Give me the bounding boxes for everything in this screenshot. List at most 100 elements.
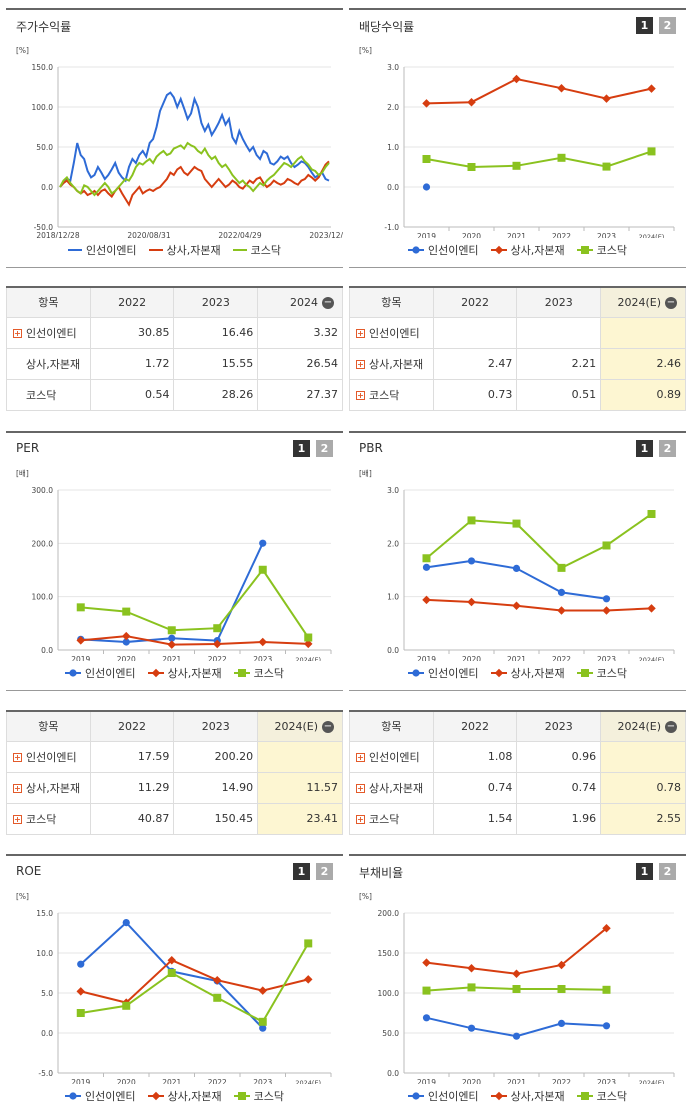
row-label[interactable]: + 인선이엔티 (6, 316, 91, 349)
x-tick-label: 2018/12/28 (36, 231, 79, 238)
panel-toggle-buttons: 1 2 (293, 863, 333, 880)
table-row: + 상사,자본재 0.74 0.74 0.78 (349, 771, 686, 804)
x-tick-label: 2020 (462, 1078, 481, 1084)
x-tick-label: 2023 (597, 232, 616, 238)
y-tick-label: -50.0 (34, 223, 54, 232)
table-cell: 0.51 (516, 378, 602, 411)
table-row: 상사,자본재 1.72 15.55 26.54 (6, 347, 343, 380)
expand-icon[interactable]: + (13, 815, 22, 824)
expand-icon[interactable]: + (356, 784, 365, 793)
row-label[interactable]: + 인선이엔티 (349, 740, 434, 773)
data-point (237, 669, 246, 677)
data-point (602, 94, 611, 103)
toggle-button-2[interactable]: 2 (659, 17, 676, 34)
column-header-label: 2024(E) (617, 295, 661, 309)
panel-title: ROE (16, 864, 42, 878)
data-point (213, 993, 222, 1002)
data-point (69, 1092, 77, 1100)
row-label[interactable]: + 인선이엔티 (349, 316, 434, 349)
data-point (412, 669, 420, 677)
x-tick-label: 2019 (417, 232, 436, 238)
y-tick-label: 0.0 (387, 183, 399, 192)
y-tick-label: 0.0 (41, 1029, 53, 1038)
expand-icon[interactable]: + (356, 329, 365, 338)
legend-label: 인선이엔티 (427, 667, 479, 680)
data-point (259, 539, 267, 547)
toggle-button-2[interactable]: 2 (659, 863, 676, 880)
chart-legend: 인선이엔티 상사,자본재 코스닥 (349, 665, 686, 681)
table-cell: 27.37 (257, 378, 343, 411)
column-header: 2022 (89, 710, 175, 742)
data-point (422, 958, 431, 967)
collapse-icon[interactable]: − (665, 296, 677, 309)
expand-icon[interactable]: + (13, 329, 22, 338)
row-label[interactable]: + 상사,자본재 (349, 771, 434, 804)
table-cell: 15.55 (173, 347, 259, 380)
expand-icon[interactable]: + (356, 391, 365, 400)
expand-icon[interactable]: + (356, 815, 365, 824)
collapse-icon[interactable]: − (665, 720, 677, 733)
legend-label: 코스닥 (596, 244, 628, 257)
toggle-button-2[interactable]: 2 (316, 863, 333, 880)
row-label[interactable]: + 코스닥 (349, 802, 434, 835)
row-label-text: 상사,자본재 (369, 781, 424, 795)
panel-title: 부채비율 (359, 866, 404, 880)
y-tick-label: 50.0 (36, 143, 53, 152)
unit-label: [배] (359, 469, 372, 478)
toggle-button-2[interactable]: 2 (659, 440, 676, 457)
chart-legend: 인선이엔티 상사,자본재 코스닥 (349, 1088, 686, 1104)
panel-stock-return: 주가수익률 [%] 150.0 100.0 50.0 0.0 -50.0 2018/12/2… (6, 8, 343, 268)
row-label[interactable]: + 상사,자본재 (349, 347, 434, 380)
data-point (77, 960, 85, 968)
data-point (167, 640, 176, 649)
toggle-button-1[interactable]: 1 (293, 440, 310, 457)
row-label: 상사,자본재 (6, 347, 91, 380)
column-header-label: 2024(E) (617, 719, 661, 733)
expand-icon[interactable]: + (356, 360, 365, 369)
panel-roe: ROE 1 2 [%] 15.0 10.0 5.0 0.0 -5.0 2019 2020 202… (6, 854, 343, 1115)
data-point (304, 975, 313, 984)
legend-item-kosdaq: 코스닥 (232, 242, 281, 258)
row-label-text: 인선이엔티 (26, 326, 77, 340)
x-tick-label: 2023 (253, 1078, 272, 1084)
data-point (258, 1017, 267, 1026)
expand-icon[interactable]: + (13, 753, 22, 762)
collapse-icon[interactable]: − (322, 720, 334, 733)
row-label[interactable]: + 코스닥 (6, 802, 91, 835)
y-tick-label: 0.0 (387, 1069, 399, 1078)
data-point (467, 97, 476, 107)
x-tick-label: 2022 (552, 655, 571, 661)
panel-toggle-buttons: 1 2 (293, 440, 333, 457)
panel-per: PER 1 2 [배] 300.0 200.0 100.0 0.0 2019 2020 202… (6, 431, 343, 691)
y-tick-label: 1.0 (387, 593, 399, 602)
expand-icon[interactable]: + (356, 753, 365, 762)
data-point (167, 626, 176, 635)
row-label-text: 코스닥 (369, 812, 400, 826)
panel-header-line (349, 8, 686, 10)
toggle-button-1[interactable]: 1 (636, 863, 653, 880)
y-tick-label: 2.0 (387, 539, 399, 548)
row-label[interactable]: + 인선이엔티 (6, 740, 91, 773)
row-label-text: 상사,자본재 (26, 357, 81, 371)
row-label[interactable]: + 상사,자본재 (6, 771, 91, 804)
data-point (76, 1009, 85, 1017)
expand-icon[interactable]: + (13, 784, 22, 793)
toggle-button-1[interactable]: 1 (636, 17, 653, 34)
toggle-button-1[interactable]: 1 (636, 440, 653, 457)
toggle-button-2[interactable]: 2 (316, 440, 333, 457)
table-row: + 상사,자본재 11.29 14.90 11.57 (6, 771, 343, 804)
series-line (59, 141, 330, 197)
x-tick-label: 2021 (507, 655, 526, 661)
data-point (467, 557, 476, 565)
table-cell (432, 316, 518, 349)
table-cell: 30.85 (89, 316, 175, 349)
x-tick-label: 2024(E) (295, 656, 321, 661)
collapse-icon[interactable]: − (322, 296, 334, 309)
toggle-button-1[interactable]: 1 (293, 863, 310, 880)
unit-label: [%] (16, 46, 29, 55)
legend-marker (64, 669, 81, 677)
data-point (467, 163, 476, 171)
series-line (80, 942, 310, 1024)
column-header: 2024(E) − (600, 286, 686, 318)
row-label[interactable]: + 코스닥 (349, 378, 434, 411)
